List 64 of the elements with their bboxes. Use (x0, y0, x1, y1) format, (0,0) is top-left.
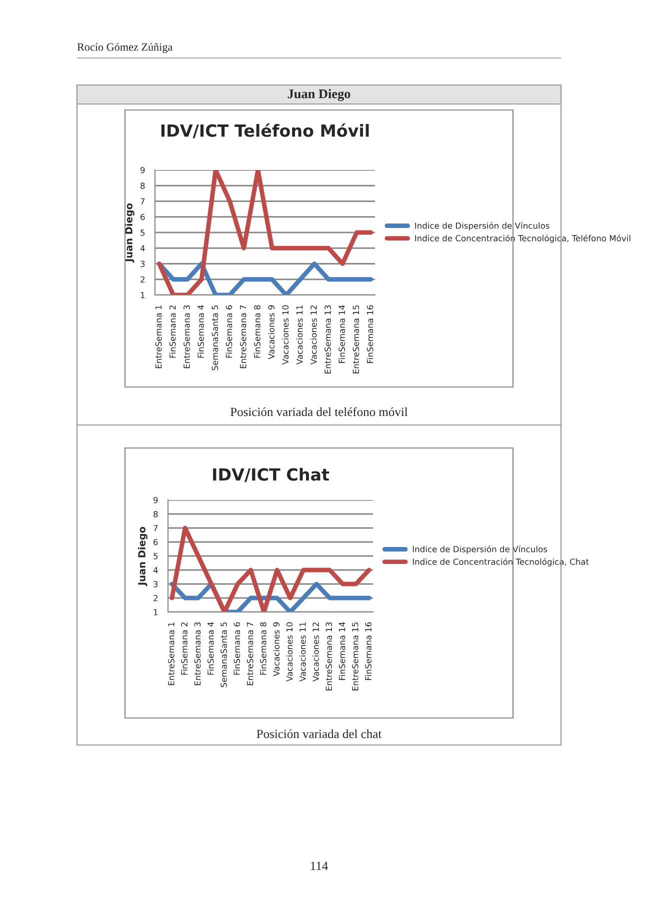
x-tick-label: FinSemana 16 (365, 622, 372, 680)
x-tick-label: Vacaciones 9 (273, 622, 280, 676)
x-tick-label: EntreSemana 15 (352, 622, 358, 690)
x-tick-label: FinSemana 6 (234, 622, 240, 675)
y-tick-label: 2 (154, 594, 158, 602)
y-tick-label: 5 (140, 230, 145, 236)
x-tick-label: Vacaciones 10 (282, 305, 289, 365)
text: Posición variada del teléfono móvil (230, 407, 408, 416)
y-tick-label: 8 (154, 510, 158, 518)
x-tick-label: EntreSemana 13 (326, 622, 332, 690)
x-tick-label: EntreSemana 1 (168, 622, 174, 686)
y-tick-label: 2 (140, 276, 144, 283)
y-tick-label: 3 (140, 260, 145, 268)
x-tick-label: Vacaciones 9 (268, 305, 274, 360)
x-tick-label: Vacaciones 11 (296, 305, 303, 365)
y-tick-label: 1 (140, 292, 145, 298)
y-tick-label: 9 (140, 166, 145, 174)
x-tick-label: Vacaciones 12 (312, 622, 319, 682)
x-tick-label: FinSemana 6 (226, 305, 232, 358)
text: Posición variada del chat (256, 729, 382, 738)
x-tick-label: SemanaSanta 5 (220, 622, 227, 688)
y-tick-label: 4 (153, 567, 158, 574)
y-tick-label: 7 (154, 525, 158, 532)
chart-title: IDV/ICT Chat (213, 468, 330, 482)
text: Rocío Gómez Zúñiga (77, 42, 172, 54)
legend-label: Indice de Dispersión de Vínculos (415, 222, 550, 230)
x-tick-label: FinSemana 4 (198, 305, 204, 358)
legend-label: Indice de Concentración Tecnológica, Teléfono Móvil (415, 234, 630, 243)
line-series (157, 170, 373, 295)
x-tick-label: EntreSemana 15 (352, 305, 360, 374)
y-tick-label: 4 (140, 245, 145, 252)
x-tick-label: EntreSemana 3 (194, 622, 201, 686)
text: Juan Diego (288, 88, 350, 102)
x-tick-label: EntreSemana 7 (240, 305, 246, 368)
text: 114 (310, 862, 328, 870)
x-tick-label: SemanaSanta 5 (212, 305, 218, 370)
y-tick-label: 8 (140, 182, 145, 189)
x-tick-label: EntreSemana 3 (184, 305, 190, 368)
x-tick-label: FinSemana 8 (254, 305, 260, 358)
x-tick-label: FinSemana 2 (181, 622, 188, 675)
x-tick-label: FinSemana 4 (207, 622, 214, 675)
x-tick-label: FinSemana 14 (338, 305, 345, 363)
y-axis-title: Juan Diego (138, 526, 148, 586)
y-tick-label: 9 (154, 496, 158, 504)
y-tick-label: 1 (154, 609, 158, 616)
x-tick-label: EntreSemana 7 (246, 622, 254, 686)
y-tick-label: 7 (140, 198, 145, 204)
x-tick-label: Vacaciones 12 (310, 306, 317, 365)
chart-title: IDV/ICT Teléfono Móvil (161, 123, 369, 138)
x-tick-label: FinSemana 14 (338, 622, 346, 680)
y-axis-title: Juan Diego (124, 203, 134, 263)
legend-label: Indice de Concentración Tecnológica, Chat (412, 558, 589, 566)
y-tick-label: 6 (140, 214, 145, 220)
x-tick-label: EntreSemana 13 (324, 305, 331, 374)
x-tick-label: Vacaciones 10 (286, 622, 293, 682)
x-tick-label: Vacaciones 11 (299, 622, 306, 682)
x-tick-label: EntreSemana 1 (155, 305, 162, 368)
y-tick-label: 6 (154, 538, 158, 546)
x-tick-label: FinSemana 16 (366, 305, 374, 363)
x-tick-label: FinSemana 8 (260, 622, 266, 675)
x-tick-label: FinSemana 2 (169, 306, 176, 358)
y-tick-label: 3 (154, 580, 158, 588)
y-tick-label: 5 (154, 553, 158, 560)
legend-label: Indice de Dispersión de Vínculos (412, 546, 548, 554)
